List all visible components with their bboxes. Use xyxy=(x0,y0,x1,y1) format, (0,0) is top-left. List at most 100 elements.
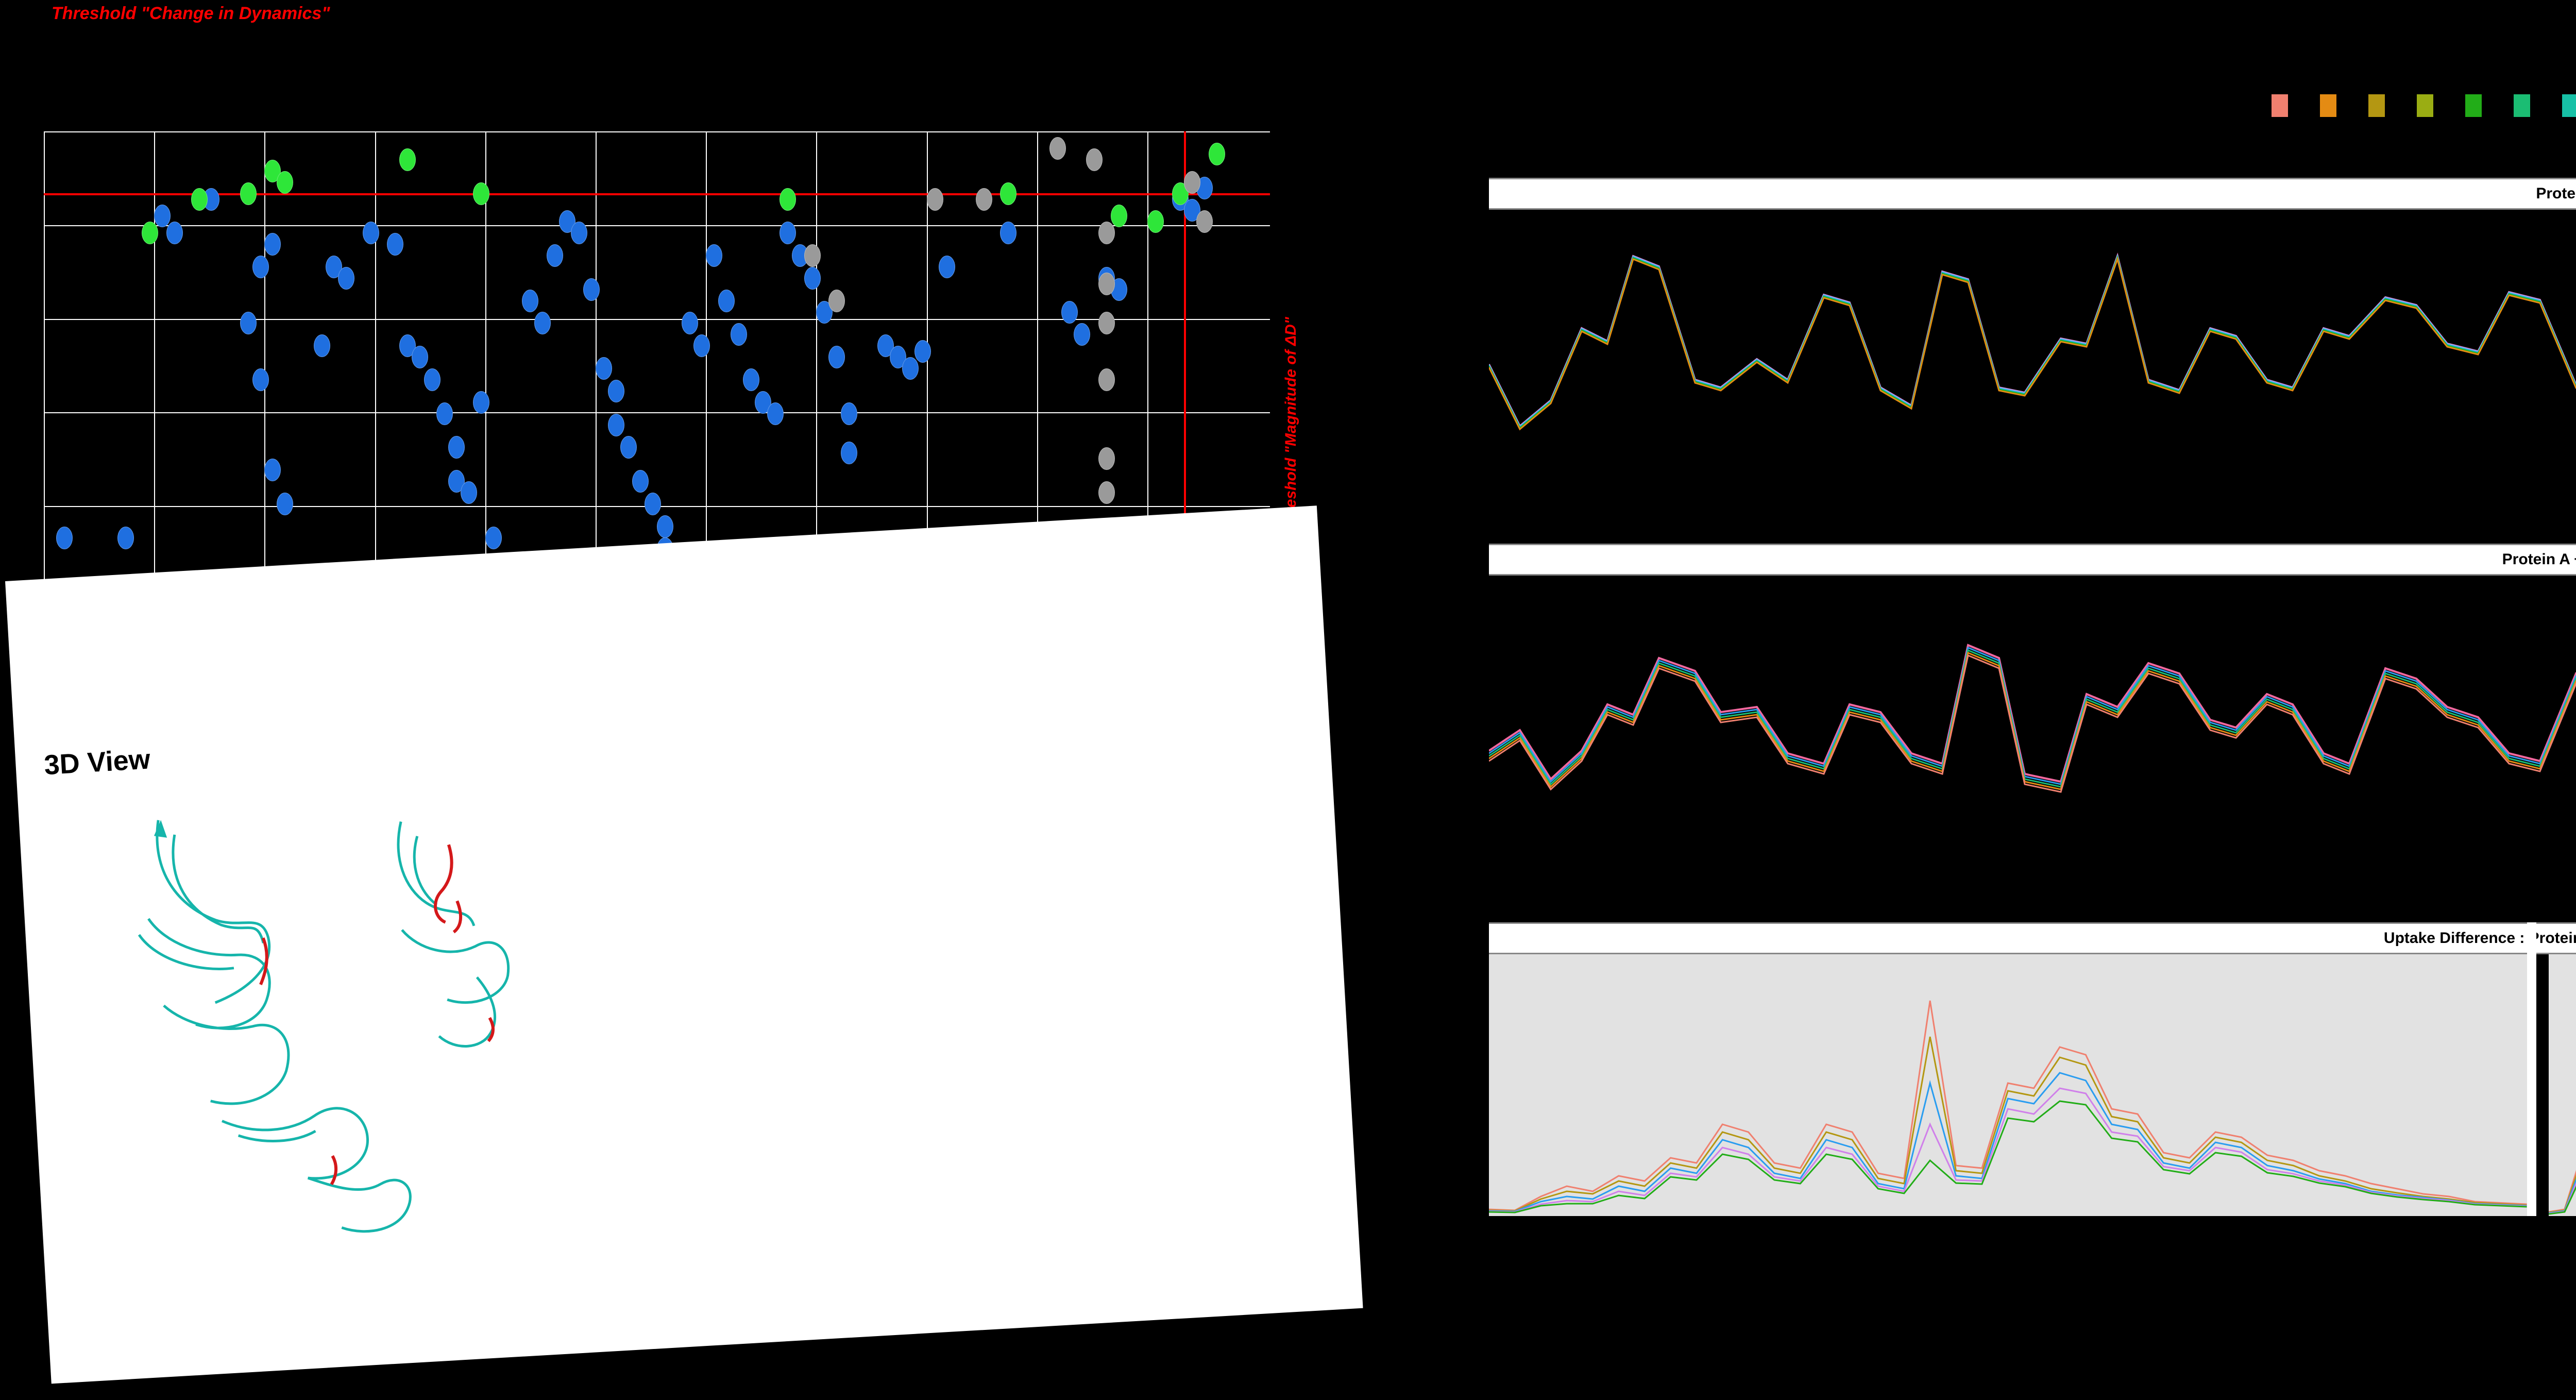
scatter-point[interactable] xyxy=(779,188,796,211)
scatter-point[interactable] xyxy=(277,493,293,515)
scatter-point[interactable] xyxy=(927,188,943,211)
scatter-point[interactable] xyxy=(608,414,624,436)
scatter-point[interactable] xyxy=(412,346,428,368)
scatter-point[interactable] xyxy=(142,222,158,244)
scatter-point[interactable] xyxy=(522,290,538,312)
scatter-point[interactable] xyxy=(1098,273,1115,295)
3d-view-title: 3D View xyxy=(43,743,151,781)
scatter-point[interactable] xyxy=(693,334,710,357)
scatter-point[interactable] xyxy=(240,312,257,334)
scatter-point[interactable] xyxy=(1098,312,1115,334)
scatter-point[interactable] xyxy=(828,346,845,368)
scatter-point[interactable] xyxy=(240,182,257,205)
chart-canvas-uptake-right[interactable] xyxy=(2549,954,2576,1216)
scatter-point[interactable] xyxy=(841,442,857,464)
scatter-point[interactable] xyxy=(314,334,330,357)
scatter-point[interactable] xyxy=(828,290,845,312)
right-panel: Protein A Protein A + Ligand xyxy=(1489,0,2576,1400)
scatter-point[interactable] xyxy=(461,481,477,504)
scatter-point[interactable] xyxy=(1074,323,1090,346)
legend-swatch[interactable] xyxy=(2514,94,2530,117)
scatter-point[interactable] xyxy=(1098,222,1115,244)
scatter-point[interactable] xyxy=(1196,210,1213,233)
scatter-point[interactable] xyxy=(473,391,489,414)
threshold-dynamics-label: Threshold "Change in Dynamics" xyxy=(52,4,330,24)
threshold-magnitude-label: Threshold "Magnitude of ΔD" xyxy=(1282,317,1300,533)
scatter-point[interactable] xyxy=(706,244,722,267)
scatter-point[interactable] xyxy=(1061,301,1078,324)
scatter-point[interactable] xyxy=(657,515,673,538)
scatter-point[interactable] xyxy=(767,402,784,425)
legend-swatch[interactable] xyxy=(2320,94,2336,117)
chart-panel-protein-a-ligand: Protein A + Ligand xyxy=(1489,544,2576,827)
scatter-point[interactable] xyxy=(1000,182,1016,205)
scatter-point[interactable] xyxy=(534,312,551,334)
scatter-point[interactable] xyxy=(1098,368,1115,391)
scatter-point[interactable] xyxy=(571,222,587,244)
scatter-point[interactable] xyxy=(166,222,183,244)
scatter-point[interactable] xyxy=(718,290,735,312)
scatter-point[interactable] xyxy=(682,312,698,334)
legend-swatch[interactable] xyxy=(2465,94,2482,117)
scatter-point[interactable] xyxy=(1147,210,1164,233)
chart-title: Uptake Difference : Protein A - (Protein… xyxy=(2384,930,2576,947)
scatter-point[interactable] xyxy=(436,402,453,425)
legend-swatch[interactable] xyxy=(2272,94,2288,117)
scatter-point[interactable] xyxy=(976,188,992,211)
scatter-point[interactable] xyxy=(399,148,416,171)
scatter-point[interactable] xyxy=(804,244,821,267)
scatter-point[interactable] xyxy=(731,323,747,346)
legend-swatch[interactable] xyxy=(2417,94,2433,117)
scatter-point[interactable] xyxy=(645,493,661,515)
scatter-point[interactable] xyxy=(939,256,955,278)
scatter-point[interactable] xyxy=(387,233,403,256)
left-panel: Threshold "Change in Dynamics" Threshold… xyxy=(0,0,1340,1400)
scatter-point[interactable] xyxy=(264,233,281,256)
scatter-point[interactable] xyxy=(632,470,649,493)
scatter-point[interactable] xyxy=(620,436,637,459)
scatter-point[interactable] xyxy=(1098,481,1115,504)
scatter-point[interactable] xyxy=(1086,148,1103,171)
scatter-point[interactable] xyxy=(608,380,624,402)
scatter-point[interactable] xyxy=(596,357,612,380)
chart-split-gap xyxy=(2527,922,2536,1216)
chart-canvas-protein-a[interactable] xyxy=(1489,210,2576,462)
scatter-point[interactable] xyxy=(191,188,208,211)
scatter-point[interactable] xyxy=(56,527,73,549)
scatter-point[interactable] xyxy=(804,267,821,290)
scatter-point[interactable] xyxy=(1098,447,1115,470)
scatter-point[interactable] xyxy=(1111,205,1127,227)
chart-title-bar: Protein A xyxy=(1489,178,2576,210)
chart-title-bar: Protein A + Ligand xyxy=(1489,544,2576,576)
chart-canvas-uptake-left[interactable] xyxy=(1489,954,2527,1216)
legend-swatch[interactable] xyxy=(2368,94,2385,117)
scatter-point[interactable] xyxy=(252,368,269,391)
legend-swatch[interactable] xyxy=(2562,94,2576,117)
scatter-point[interactable] xyxy=(1184,171,1200,194)
scatter-point[interactable] xyxy=(1049,137,1066,160)
scatter-point[interactable] xyxy=(1000,222,1016,244)
3d-view-card: 3D View xyxy=(5,505,1363,1384)
chart-panel-protein-a: Protein A xyxy=(1489,178,2576,461)
scatter-point[interactable] xyxy=(1209,143,1225,165)
scatter-point[interactable] xyxy=(743,368,759,391)
scatter-point[interactable] xyxy=(448,436,465,459)
scatter-point[interactable] xyxy=(547,244,563,267)
scatter-point[interactable] xyxy=(424,368,440,391)
scatter-point[interactable] xyxy=(363,222,379,244)
chart-title: Protein A xyxy=(2536,185,2576,203)
scatter-point[interactable] xyxy=(252,256,269,278)
scatter-point[interactable] xyxy=(841,402,857,425)
scatter-point[interactable] xyxy=(473,182,489,205)
scatter-point[interactable] xyxy=(914,340,931,363)
scatter-point[interactable] xyxy=(902,357,919,380)
scatter-point[interactable] xyxy=(338,267,354,290)
scatter-point[interactable] xyxy=(117,527,134,549)
scatter-point[interactable] xyxy=(154,205,171,227)
scatter-point[interactable] xyxy=(583,278,600,301)
scatter-point[interactable] xyxy=(485,527,502,549)
chart-canvas-protein-a-ligand[interactable] xyxy=(1489,576,2576,828)
scatter-point[interactable] xyxy=(779,222,796,244)
scatter-point[interactable] xyxy=(277,171,293,194)
scatter-point[interactable] xyxy=(264,459,281,481)
